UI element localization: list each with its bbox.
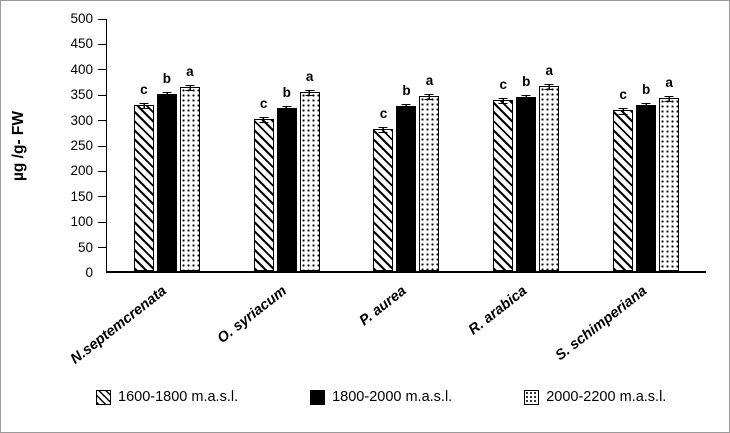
bar: c	[253, 96, 274, 271]
bar: c	[133, 82, 154, 271]
y-tick-mark	[98, 69, 106, 71]
error-bar	[641, 103, 651, 110]
error-bar	[282, 106, 292, 113]
significance-letter: a	[186, 64, 194, 80]
x-axis-label: S. schimperiana	[552, 283, 650, 365]
error-bar	[401, 103, 411, 110]
y-tick-mark	[98, 247, 106, 249]
error-bar	[305, 90, 315, 97]
significance-letter: c	[379, 105, 388, 121]
error-bar	[618, 108, 628, 115]
error-bar	[162, 91, 172, 98]
error-bar	[544, 83, 554, 90]
y-tick-mark	[98, 94, 106, 96]
error-bar	[498, 98, 508, 105]
bar: b	[636, 83, 657, 271]
bar: b	[276, 86, 297, 271]
x-axis-label: R. arabica	[465, 283, 530, 339]
y-tick-mark	[98, 43, 106, 45]
legend-item: 1600-1800 m.a.s.l.	[96, 389, 238, 405]
y-tick-label: 50	[77, 239, 93, 255]
y-tick-mark	[98, 196, 106, 198]
significance-letter: a	[545, 62, 554, 78]
legend-swatch-dots-icon	[524, 389, 540, 405]
legend-label: 1800-2000 m.a.s.l.	[332, 389, 453, 405]
legend-label: 2000-2200 m.a.s.l.	[546, 389, 667, 405]
bar: a	[539, 63, 560, 271]
significance-letter: c	[140, 81, 148, 97]
legend: 1600-1800 m.a.s.l. 1800-2000 m.a.s.l. 2000…	[96, 389, 666, 405]
significance-letter: c	[259, 95, 268, 111]
bar: b	[516, 75, 537, 271]
error-bar	[378, 126, 388, 133]
error-bar	[664, 95, 674, 102]
bar: c	[493, 78, 514, 271]
y-tick-label: 300	[70, 112, 93, 128]
significance-letter: b	[641, 82, 651, 98]
bar: a	[179, 65, 200, 271]
legend-label: 1600-1800 m.a.s.l.	[118, 389, 239, 405]
significance-letter: b	[162, 70, 172, 86]
error-bar	[259, 116, 269, 123]
y-tick-mark	[98, 145, 106, 147]
y-tick-label: 150	[70, 188, 93, 204]
significance-letter: a	[665, 74, 673, 90]
error-bar	[139, 102, 149, 109]
y-tick-mark	[98, 170, 106, 172]
significance-letter: c	[619, 87, 627, 103]
bar: b	[396, 83, 417, 271]
significance-letter: b	[522, 74, 531, 90]
y-tick-label: 450	[70, 36, 93, 52]
y-tick-label: 350	[70, 87, 93, 103]
legend-swatch-hatch-icon	[96, 389, 111, 405]
bar: c	[613, 88, 634, 271]
y-tick-mark	[98, 221, 106, 223]
y-tick-mark	[98, 120, 106, 122]
x-axis-label: N.septemcrenata	[67, 283, 170, 368]
bar: a	[299, 70, 320, 271]
significance-letter: a	[425, 72, 434, 88]
significance-letter: c	[499, 77, 508, 93]
bar: b	[156, 71, 177, 271]
y-tick-label: 0	[85, 265, 93, 280]
y-tick-label: 200	[70, 163, 93, 179]
bar: c	[373, 106, 394, 271]
y-tick-label: 500	[70, 11, 93, 26]
y-tick-label: 250	[70, 138, 93, 153]
x-axis-labels: N.septemcrenata O. syriacum P. aurea R. ara…	[68, 277, 706, 385]
error-bar	[424, 93, 434, 100]
significance-letter: b	[402, 82, 411, 98]
legend-item: 1800-2000 m.a.s.l.	[310, 389, 452, 405]
legend-item: 2000-2200 m.a.s.l.	[524, 389, 666, 405]
y-tick-label: 400	[70, 61, 93, 77]
bar: a	[659, 75, 680, 271]
y-tick-label: 100	[70, 214, 93, 230]
y-axis-ticks: 0 50 100 150 200 250 300 350 400 450 500	[1, 11, 101, 280]
legend-swatch-solid-icon	[310, 389, 326, 405]
significance-letter: a	[305, 69, 314, 85]
bar: a	[419, 73, 440, 271]
error-bar	[521, 95, 531, 102]
y-tick-mark	[98, 18, 106, 20]
error-bar	[185, 85, 195, 92]
x-axis-label: P. aurea	[357, 283, 410, 330]
x-axis-label: O. syriacum	[214, 283, 290, 347]
significance-letter: b	[282, 85, 291, 101]
